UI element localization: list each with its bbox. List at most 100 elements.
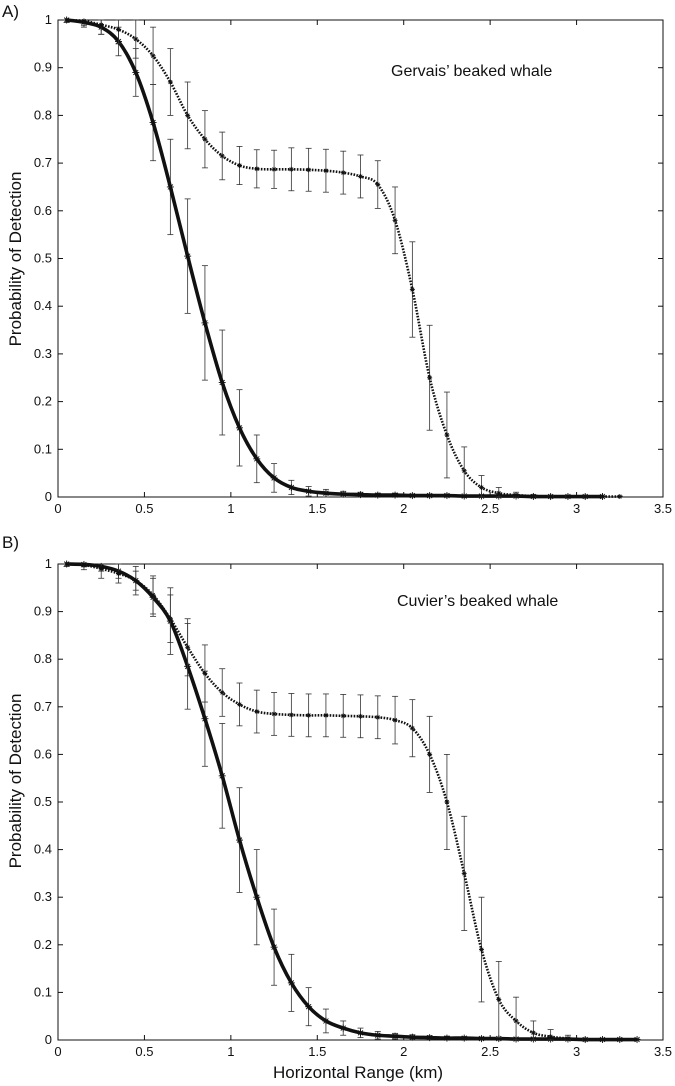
data-point — [444, 432, 450, 438]
x-tick-label: 1.5 — [308, 1044, 326, 1059]
data-point — [530, 493, 536, 499]
y-tick-label: 0 — [45, 1032, 52, 1047]
x-tick-label: 2.5 — [481, 1044, 499, 1059]
series-dotted — [63, 561, 589, 1043]
data-point — [306, 167, 312, 173]
data-point — [600, 494, 605, 500]
y-tick-label: 0.5 — [34, 251, 52, 266]
data-point — [219, 690, 225, 696]
data-point — [202, 136, 208, 142]
data-point — [513, 1018, 519, 1024]
data-point — [358, 173, 363, 179]
y-tick-label: 0.8 — [34, 107, 52, 122]
data-point — [391, 491, 399, 499]
data-point — [64, 561, 70, 567]
data-point — [408, 1033, 416, 1041]
data-point — [167, 616, 173, 622]
data-point — [513, 492, 519, 498]
data-point — [409, 287, 415, 293]
x-tick-label: 0 — [54, 1044, 61, 1059]
data-point — [271, 166, 277, 172]
y-tick-label: 0.6 — [34, 746, 52, 761]
data-point — [98, 566, 104, 572]
data-point — [409, 725, 415, 731]
y-tick-label: 0.7 — [34, 699, 52, 714]
x-tick-label: 3 — [573, 501, 580, 516]
y-tick-label: 0.7 — [34, 155, 52, 170]
data-point — [253, 455, 261, 463]
data-point — [185, 112, 191, 118]
series-solid — [63, 560, 641, 1044]
data-point — [565, 494, 571, 500]
data-point — [116, 571, 121, 577]
data-point — [236, 836, 243, 844]
data-point — [339, 490, 347, 498]
data-point — [617, 494, 623, 500]
data-point — [323, 168, 329, 174]
data-point — [479, 484, 484, 490]
y-tick-label: 0.3 — [34, 889, 52, 904]
data-point — [218, 772, 226, 780]
data-point — [340, 170, 346, 176]
data-point — [305, 1003, 313, 1011]
data-point — [116, 27, 121, 33]
x-tick-label: 0.5 — [135, 1044, 153, 1059]
data-point — [616, 1036, 624, 1044]
data-point — [237, 701, 242, 707]
y-tick-label: 0.6 — [34, 203, 52, 218]
panel-label: B) — [2, 533, 19, 552]
series-dotted — [63, 17, 623, 500]
y-tick-label: 1 — [45, 12, 52, 27]
data-point — [548, 494, 554, 500]
data-point — [81, 18, 87, 24]
x-tick-label: 1.5 — [308, 501, 326, 516]
data-point — [270, 474, 278, 482]
data-point — [166, 183, 174, 191]
x-tick-label: 2.5 — [481, 501, 499, 516]
data-point — [375, 714, 381, 720]
x-axis-title: Horizontal Range (km) — [273, 1063, 443, 1082]
data-point — [496, 997, 502, 1003]
x-tick-label: 2 — [400, 501, 407, 516]
series-line — [66, 18, 620, 498]
y-tick-label: 0.8 — [34, 651, 52, 666]
x-tick-label: 2 — [400, 1044, 407, 1059]
data-point — [426, 492, 434, 500]
data-point — [582, 494, 588, 500]
y-tick-label: 0.1 — [34, 441, 52, 456]
y-tick-label: 0.4 — [34, 298, 52, 313]
data-point — [426, 1034, 434, 1042]
data-point — [478, 1035, 485, 1043]
data-point — [323, 712, 329, 718]
data-point — [271, 711, 277, 717]
data-point — [391, 1032, 399, 1040]
data-point — [357, 1029, 364, 1037]
data-point — [392, 217, 398, 223]
data-point — [599, 1036, 606, 1044]
data-point — [219, 153, 225, 159]
y-tick-label: 0.2 — [34, 937, 52, 952]
data-point — [443, 492, 451, 500]
data-point — [374, 1031, 382, 1039]
data-point — [237, 162, 242, 168]
data-point — [184, 252, 192, 260]
x-tick-label: 1 — [227, 1044, 234, 1059]
data-point — [443, 1034, 451, 1042]
data-point — [287, 979, 295, 987]
data-point — [254, 166, 260, 172]
data-point — [339, 1024, 347, 1032]
data-point — [149, 119, 157, 127]
data-point — [357, 491, 364, 499]
data-point — [408, 492, 416, 500]
species-annotation: Cuvier’s beaked whale — [397, 593, 558, 610]
data-point — [582, 1037, 588, 1043]
data-point — [495, 1035, 503, 1043]
plot-frame — [57, 563, 664, 1041]
data-point — [340, 713, 346, 719]
panel-label: A) — [2, 2, 19, 21]
y-tick-label: 1 — [45, 556, 52, 571]
data-point — [427, 751, 433, 757]
y-tick-label: 0 — [45, 489, 52, 504]
y-tick-label: 0.4 — [34, 842, 52, 857]
